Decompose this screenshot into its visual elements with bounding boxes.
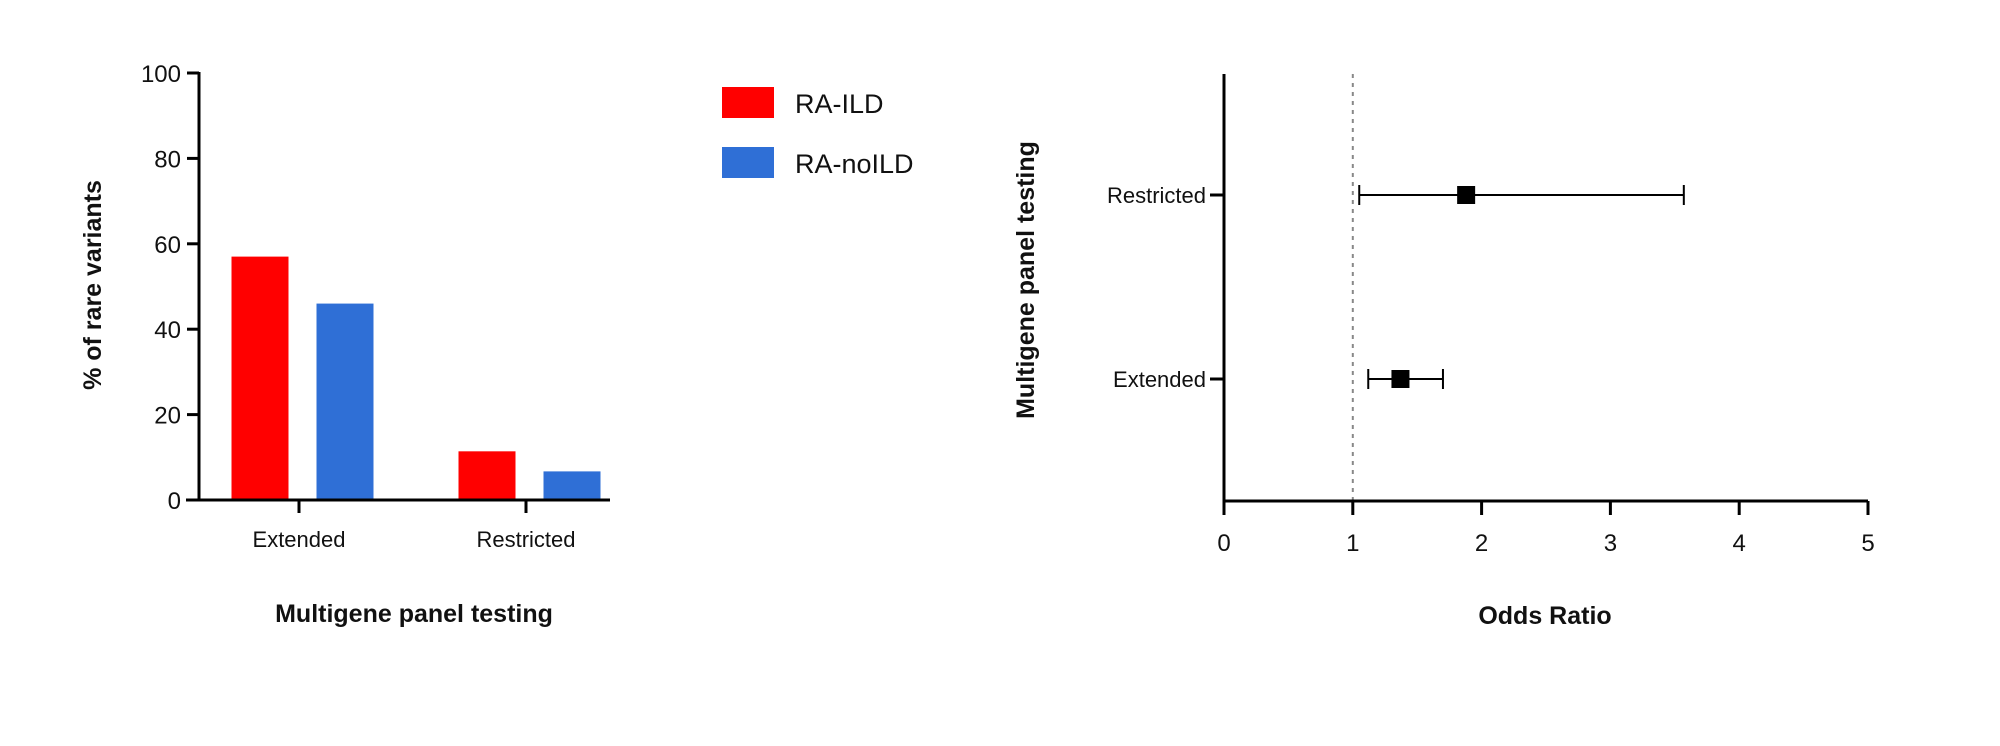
bar-chart: 0 20 40 60 80 100 Extended Restricted Multigen… (79, 61, 914, 628)
y-tick-label: 60 (154, 232, 181, 259)
legend-label: RA-ILD (795, 89, 884, 119)
legend-swatch (722, 87, 774, 118)
x-tick-label: Extended (253, 527, 346, 552)
forest-row-extended: Extended (1113, 367, 1444, 392)
x-tick-label: 0 (1217, 530, 1230, 557)
bar-ra-ild-extended (231, 256, 289, 500)
legend: RA-ILD RA-noILD (722, 87, 914, 179)
x-tick-label: 3 (1604, 530, 1617, 557)
bar-x-axis-title: Multigene panel testing (275, 600, 553, 628)
legend-label: RA-noILD (795, 149, 914, 179)
y-tick-label: 40 (154, 317, 181, 344)
x-tick-label: 1 (1346, 530, 1359, 557)
y-tick-label: 100 (141, 61, 181, 88)
forest-y-axis-title: Multigene panel testing (1012, 141, 1040, 419)
bar-ra-ild-restricted (458, 451, 516, 500)
legend-swatch (722, 147, 774, 178)
bar-ra-noild-extended (316, 303, 374, 500)
y-tick-label: Extended (1113, 367, 1206, 392)
odds-ratio-point (1391, 370, 1410, 388)
x-tick-label: 2 (1475, 530, 1488, 557)
x-tick-label: 5 (1861, 530, 1874, 557)
forest-x-axis-title: Odds Ratio (1478, 602, 1611, 630)
y-tick-label: 20 (154, 403, 181, 430)
bar-y-axis-title: % of rare variants (79, 180, 107, 390)
forest-plot: 0 1 2 3 4 5 Restricted Extended Odds Ratio Mul… (1012, 74, 1875, 630)
x-tick-label: Restricted (476, 527, 575, 552)
forest-row-restricted: Restricted (1107, 183, 1685, 208)
bar-ra-noild-restricted (543, 471, 601, 500)
x-tick-label: 4 (1733, 530, 1746, 557)
y-tick-label: Restricted (1107, 183, 1206, 208)
y-tick-label: 0 (168, 488, 181, 515)
odds-ratio-point (1457, 186, 1476, 204)
y-tick-label: 80 (154, 146, 181, 173)
